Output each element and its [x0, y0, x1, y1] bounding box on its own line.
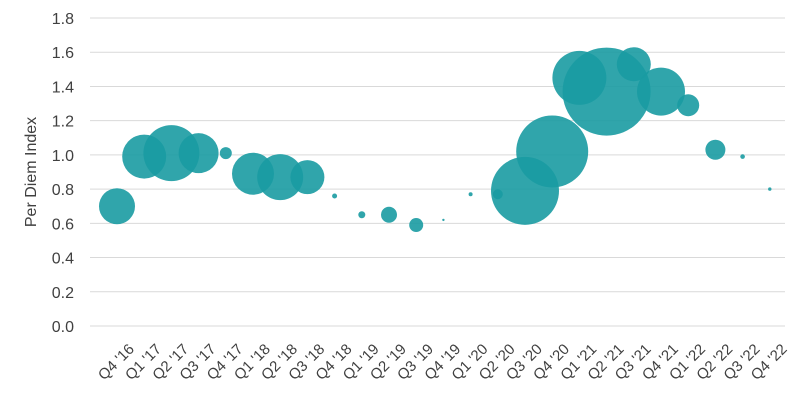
bubble — [705, 139, 726, 160]
bubble — [616, 47, 651, 82]
bubbles — [99, 47, 772, 233]
bubble — [468, 192, 473, 197]
bubble — [637, 67, 685, 116]
y-tick-label: 0.0 — [52, 319, 74, 336]
bubble — [99, 188, 135, 225]
y-tick-label: 0.4 — [52, 251, 74, 268]
y-tick-label: 0.8 — [52, 182, 74, 199]
bubble — [332, 193, 338, 199]
bubble — [257, 154, 304, 201]
y-axis-ticks: 0.0 0.2 0.4 0.6 0.8 1.0 1.2 1.4 1.6 1.8 — [52, 11, 74, 336]
bubble — [219, 147, 232, 160]
bubble — [381, 206, 397, 223]
bubble — [409, 218, 424, 233]
y-tick-label: 0.6 — [52, 216, 74, 233]
bubble — [290, 160, 325, 195]
bubble — [516, 115, 589, 188]
y-tick-label: 0.2 — [52, 285, 74, 302]
y-tick-label: 1.6 — [52, 45, 74, 62]
bubble — [442, 218, 445, 222]
bubble — [740, 154, 745, 159]
bubble — [768, 187, 772, 191]
bubble — [677, 94, 700, 117]
y-tick-label: 1.8 — [52, 11, 74, 28]
y-axis-label: Per Diem Index — [23, 117, 40, 227]
y-tick-label: 1.0 — [52, 148, 74, 165]
y-tick-label: 1.2 — [52, 114, 74, 131]
bubble — [358, 211, 366, 219]
y-tick-label: 1.4 — [52, 79, 74, 96]
bubble — [178, 133, 219, 174]
